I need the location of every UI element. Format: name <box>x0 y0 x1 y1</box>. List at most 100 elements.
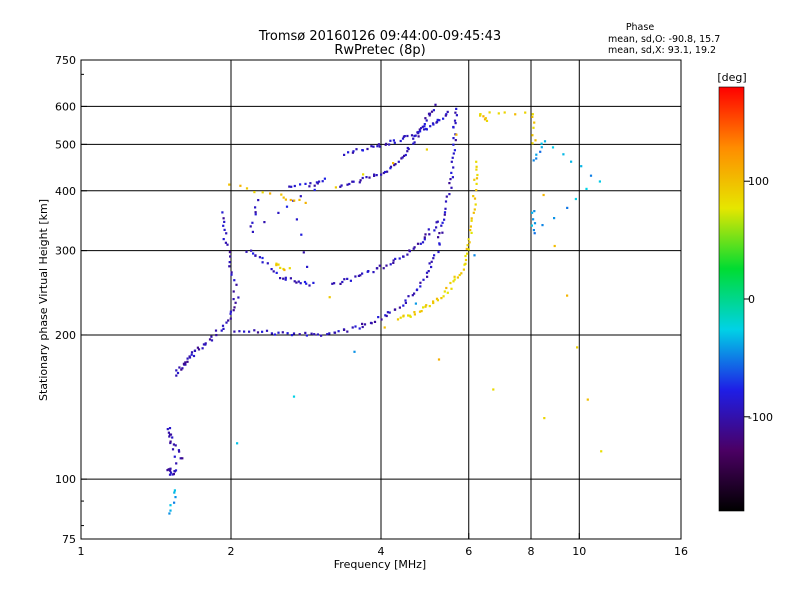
data-point <box>168 512 171 515</box>
data-point <box>533 222 537 225</box>
data-point <box>352 180 355 183</box>
data-point <box>224 241 227 244</box>
data-point <box>427 270 430 273</box>
data-point <box>245 187 249 190</box>
data-point <box>532 218 535 221</box>
data-point <box>434 103 437 106</box>
data-point <box>273 333 276 336</box>
data-point <box>308 284 311 287</box>
data-point <box>348 182 351 186</box>
data-point <box>570 160 573 163</box>
data-point <box>424 305 427 308</box>
data-point <box>470 231 473 234</box>
data-point <box>346 183 349 186</box>
data-point <box>424 233 427 236</box>
phase-mean-x: mean, sd,X: 93.1, 19.2 <box>608 45 716 56</box>
data-point <box>428 233 431 236</box>
data-point <box>492 388 495 391</box>
data-point <box>452 137 455 140</box>
data-point <box>277 263 280 266</box>
data-point <box>402 304 405 307</box>
data-point <box>178 450 181 453</box>
data-point <box>288 267 291 270</box>
data-point <box>454 122 457 125</box>
data-point <box>445 195 448 198</box>
data-point <box>284 198 287 201</box>
data-point <box>436 220 439 223</box>
data-point <box>432 123 435 126</box>
data-point <box>168 427 172 430</box>
data-point <box>275 262 278 265</box>
data-point <box>464 262 467 265</box>
data-point <box>435 226 438 229</box>
data-point <box>308 185 311 188</box>
data-point <box>184 363 187 366</box>
data-point <box>440 224 443 227</box>
data-point <box>542 193 545 197</box>
data-point <box>444 200 448 203</box>
data-point <box>248 330 251 333</box>
data-point <box>424 117 427 120</box>
data-point <box>535 153 538 156</box>
data-point <box>375 174 378 177</box>
data-point <box>284 276 287 279</box>
data-point <box>359 274 362 277</box>
data-point <box>222 224 225 227</box>
data-point <box>366 147 369 151</box>
data-point <box>361 325 364 329</box>
data-point <box>451 156 454 159</box>
data-point <box>462 268 465 271</box>
data-point <box>413 246 416 249</box>
phase-heading: Phase <box>626 22 655 33</box>
data-point <box>175 462 178 465</box>
data-point <box>292 395 296 398</box>
data-point <box>467 238 470 241</box>
data-point <box>389 165 393 168</box>
data-point <box>441 231 444 234</box>
data-point <box>370 145 373 148</box>
data-point <box>404 153 407 157</box>
data-point <box>530 224 533 227</box>
data-point <box>272 270 275 273</box>
data-point <box>412 142 415 145</box>
data-point <box>190 353 193 356</box>
data-point <box>282 277 285 280</box>
data-point <box>225 232 228 235</box>
data-point <box>265 329 269 332</box>
data-point <box>282 196 285 199</box>
data-point <box>249 225 252 228</box>
data-point <box>410 134 414 137</box>
data-point <box>413 311 416 314</box>
data-point <box>222 327 225 330</box>
data-point <box>388 143 391 146</box>
data-point <box>420 310 423 313</box>
data-point <box>383 326 386 329</box>
data-point <box>251 230 254 233</box>
data-point <box>236 442 239 445</box>
data-point <box>406 150 409 153</box>
data-point <box>576 346 579 349</box>
data-point <box>313 188 316 191</box>
data-point <box>176 371 180 375</box>
colorbar-ticks: 100 0 -100 <box>744 175 773 424</box>
y-tick-label: 300 <box>55 245 76 258</box>
data-point <box>438 119 441 122</box>
x-tick-label: 6 <box>465 545 472 558</box>
data-point <box>288 185 291 188</box>
data-point <box>385 142 388 145</box>
data-point <box>169 467 172 470</box>
data-point <box>204 343 207 346</box>
data-point <box>412 137 415 140</box>
data-point <box>367 270 370 273</box>
data-point <box>443 218 446 221</box>
x-tick-label: 16 <box>674 545 688 558</box>
data-point <box>243 330 246 333</box>
data-point <box>254 206 257 209</box>
data-point <box>533 232 536 235</box>
data-point <box>430 260 433 263</box>
data-point <box>340 184 343 187</box>
data-point <box>261 330 264 333</box>
data-point <box>230 273 233 276</box>
data-point <box>298 333 301 336</box>
